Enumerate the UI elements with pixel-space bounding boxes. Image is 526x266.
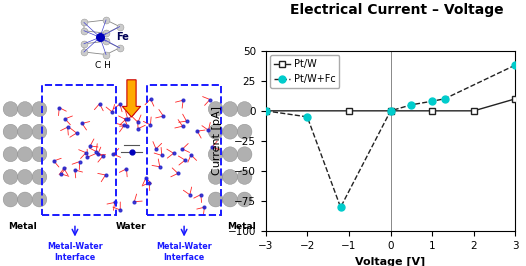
Text: Metal-Water
Interface: Metal-Water Interface bbox=[156, 242, 212, 262]
Circle shape bbox=[17, 147, 32, 162]
Circle shape bbox=[3, 169, 18, 184]
Circle shape bbox=[208, 124, 223, 139]
Circle shape bbox=[17, 192, 32, 207]
Text: C H: C H bbox=[95, 61, 110, 70]
Circle shape bbox=[3, 192, 18, 207]
Text: Water: Water bbox=[116, 222, 147, 231]
Circle shape bbox=[17, 124, 32, 139]
Circle shape bbox=[237, 124, 252, 139]
Circle shape bbox=[208, 102, 223, 117]
Text: Metal: Metal bbox=[8, 222, 37, 231]
Circle shape bbox=[223, 102, 238, 117]
Circle shape bbox=[3, 102, 18, 117]
Circle shape bbox=[3, 147, 18, 162]
Text: Fe: Fe bbox=[116, 32, 128, 42]
Circle shape bbox=[17, 102, 32, 117]
Text: Metal: Metal bbox=[228, 222, 256, 231]
Y-axis label: Current [pA]: Current [pA] bbox=[212, 106, 222, 176]
Circle shape bbox=[237, 169, 252, 184]
Circle shape bbox=[208, 147, 223, 162]
Text: Metal-Water
Interface: Metal-Water Interface bbox=[47, 242, 103, 262]
Circle shape bbox=[223, 147, 238, 162]
Circle shape bbox=[32, 124, 47, 139]
Bar bbox=[50, 90, 208, 213]
Circle shape bbox=[208, 169, 223, 184]
Circle shape bbox=[237, 102, 252, 117]
Circle shape bbox=[3, 124, 18, 139]
Circle shape bbox=[223, 124, 238, 139]
Circle shape bbox=[237, 192, 252, 207]
FancyArrow shape bbox=[122, 80, 141, 117]
Circle shape bbox=[237, 147, 252, 162]
Legend: Pt/W, Pt/W+Fc: Pt/W, Pt/W+Fc bbox=[270, 55, 339, 88]
Circle shape bbox=[208, 192, 223, 207]
Circle shape bbox=[223, 169, 238, 184]
Circle shape bbox=[32, 169, 47, 184]
Circle shape bbox=[32, 192, 47, 207]
Circle shape bbox=[32, 102, 47, 117]
Text: Electrical Current – Voltage: Electrical Current – Voltage bbox=[290, 3, 504, 17]
Circle shape bbox=[223, 192, 238, 207]
Circle shape bbox=[32, 147, 47, 162]
Circle shape bbox=[17, 169, 32, 184]
X-axis label: Voltage [V]: Voltage [V] bbox=[356, 257, 426, 266]
